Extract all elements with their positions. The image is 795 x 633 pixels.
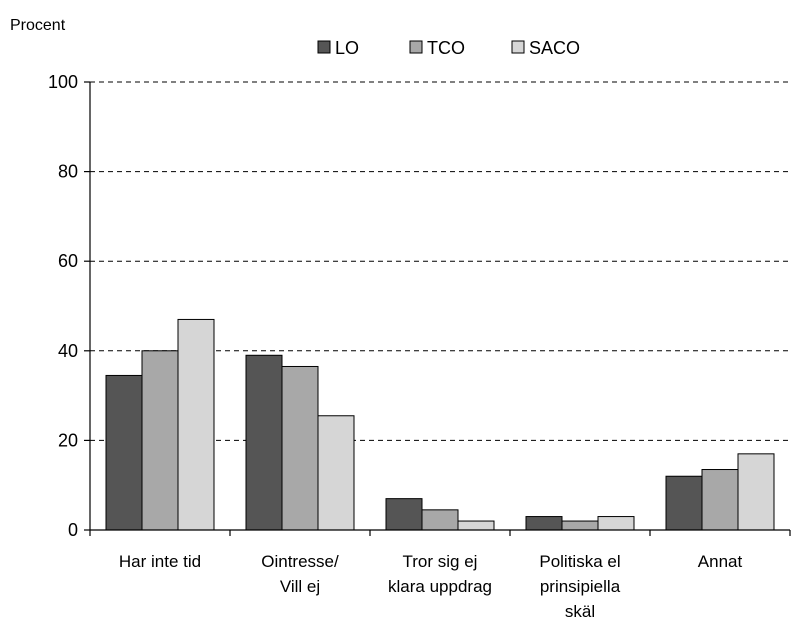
legend-swatch-tco (409, 40, 423, 54)
bar-lo (105, 374, 143, 531)
y-tick-label: 80 (58, 162, 78, 182)
bar-tco (561, 520, 599, 531)
legend-swatch-lo (317, 40, 331, 54)
bar-saco (317, 415, 355, 531)
bar-tco (421, 509, 459, 531)
bar-saco (177, 318, 215, 531)
bar-tco (701, 469, 739, 531)
y-tick-label: 60 (58, 251, 78, 271)
category-label: Politiska el prinsipiella skäl (539, 552, 620, 621)
category-label: Har inte tid (119, 552, 201, 571)
legend-label-tco: TCO (427, 38, 465, 58)
category-label: Ointresse/Vill ej (261, 552, 339, 596)
tick-labels: 0 20 40 60 80 100 (48, 72, 78, 540)
legend-swatch-saco (511, 40, 525, 54)
bars (105, 318, 775, 531)
bar-lo (385, 498, 423, 531)
y-axis-title: Procent (10, 17, 66, 34)
category-labels: Har inte tid Ointresse/Vill ej Tror sig ej… (119, 552, 743, 621)
legend-label-saco: SACO (529, 38, 580, 58)
legend: LO TCO SACO (317, 38, 580, 58)
bar-lo (525, 516, 563, 531)
bar-saco (737, 453, 775, 531)
bar-tco (141, 350, 179, 531)
bar-saco (457, 520, 495, 531)
bar-lo (665, 475, 703, 531)
category-label: Annat (698, 552, 743, 571)
y-tick-label: 20 (58, 430, 78, 450)
bar-lo (245, 354, 283, 531)
y-tick-label: 0 (68, 520, 78, 540)
y-tick-label: 100 (48, 72, 78, 92)
axes (84, 81, 791, 536)
legend-label-lo: LO (335, 38, 359, 58)
bar-tco (281, 365, 319, 531)
y-tick-label: 40 (58, 341, 78, 361)
bar-saco (597, 516, 635, 531)
category-label: Tror sig ej klara uppdrag (388, 552, 492, 596)
